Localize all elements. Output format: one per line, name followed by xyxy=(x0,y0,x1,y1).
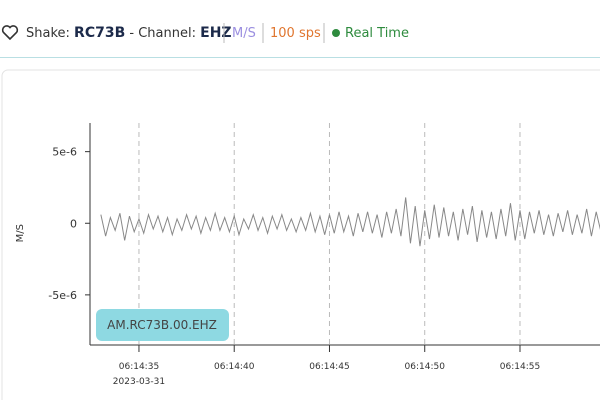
legend-label: AM.RC73B.00.EHZ xyxy=(107,318,217,332)
y-tick-label: 0 xyxy=(70,217,77,230)
channel-id: EHZ xyxy=(200,25,231,41)
x-tick-label: 06:14:50 xyxy=(405,362,446,372)
date-label: 2023-03-31 xyxy=(113,377,165,387)
mode[interactable]: Real Time xyxy=(345,26,409,41)
y-axis-label: M/S xyxy=(15,224,26,242)
units[interactable]: M/S xyxy=(232,26,256,41)
channel-label: - Channel: xyxy=(129,26,196,41)
header-text: Shake: RC73B - Channel: EHZ xyxy=(26,25,232,41)
x-tick-label: 06:14:55 xyxy=(500,362,540,372)
x-tick-label: 06:14:40 xyxy=(214,362,255,372)
plot: 5e-6 0 -5e-6 06:14:35 06:14:40 06:14:45 06:14:… xyxy=(15,123,600,387)
legend-badge xyxy=(96,309,229,341)
x-tick-label: 06:14:45 xyxy=(309,362,349,372)
y-tick-label: 5e-6 xyxy=(52,146,77,159)
favorite-icon[interactable] xyxy=(1,25,19,41)
chart-card xyxy=(1,69,600,404)
y-tick-label: -5e-6 xyxy=(48,289,77,302)
rate[interactable]: 100 sps xyxy=(270,26,321,41)
x-tick-label: 06:14:35 xyxy=(119,362,159,372)
live-dot xyxy=(332,29,340,37)
shake-label: Shake: xyxy=(26,26,70,41)
shake-id: RC73B xyxy=(74,25,125,41)
trace xyxy=(100,197,600,247)
header-bar xyxy=(0,0,600,57)
